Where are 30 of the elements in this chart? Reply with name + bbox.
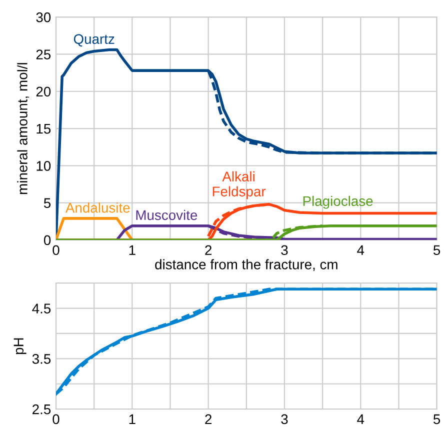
x-tick-label: 1 [129,414,136,424]
x-tick-label: 3 [281,414,288,424]
y-tick-label: 2.5 [32,404,51,414]
y-tick-label: 25 [36,50,51,60]
x-tick-label: 0 [52,414,60,424]
y-tick-label: 5 [44,198,51,208]
y-tick-label: 3.5 [32,354,51,364]
series-label: Muscovite [136,210,198,220]
x-tick-label: 3 [281,245,288,256]
x-tick-label: 0 [52,245,60,256]
x-tick-label: 5 [433,245,440,256]
x-tick-label: 2 [205,414,212,424]
x-tick-label: 4 [357,414,364,424]
series-label: Quartz [74,34,114,46]
series-label: Andalusite [65,202,130,213]
y-tick-label: 15 [36,124,51,134]
x-tick-label: 1 [129,245,136,255]
y-axis-title: pH [14,338,26,354]
x-tick-label: 2 [205,245,212,255]
series-label: Plagioclase [303,196,373,209]
y-tick-label: 4.5 [32,304,51,314]
x-axis-title: distance from the fracture, cm [155,259,338,272]
y-tick-label: 30 [36,12,51,22]
y-tick-label: 10 [36,161,51,171]
series-label: Alkali Feldspar [212,171,266,200]
y-tick-label: 20 [36,86,51,97]
x-tick-label: 5 [433,414,440,424]
y-tick-label: 0 [44,235,51,246]
y-axis-title: mineral amount, mol/l [17,63,30,194]
x-tick-label: 4 [357,245,364,255]
